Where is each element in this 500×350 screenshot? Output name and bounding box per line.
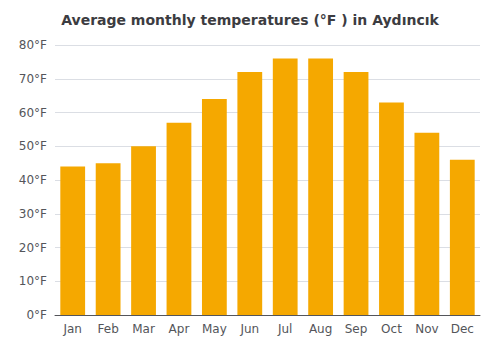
- svg-text:May: May: [202, 322, 227, 336]
- svg-text:Jan: Jan: [62, 322, 82, 336]
- svg-text:Mar: Mar: [132, 322, 155, 336]
- svg-text:60°F: 60°F: [19, 106, 47, 120]
- svg-text:Aug: Aug: [309, 322, 332, 336]
- svg-text:Apr: Apr: [169, 322, 190, 336]
- svg-text:Sep: Sep: [345, 322, 368, 336]
- svg-text:Nov: Nov: [415, 322, 438, 336]
- svg-text:Average monthly temperatures (: Average monthly temperatures (°F ) in Ay…: [61, 12, 439, 28]
- svg-text:70°F: 70°F: [19, 72, 47, 86]
- svg-text:Jul: Jul: [277, 322, 292, 336]
- svg-text:Jun: Jun: [239, 322, 259, 336]
- svg-text:20°F: 20°F: [19, 241, 47, 255]
- svg-text:Feb: Feb: [98, 322, 119, 336]
- svg-text:Dec: Dec: [451, 322, 474, 336]
- svg-text:50°F: 50°F: [19, 139, 47, 153]
- svg-text:40°F: 40°F: [19, 173, 47, 187]
- svg-text:10°F: 10°F: [19, 274, 47, 288]
- svg-text:30°F: 30°F: [19, 207, 47, 221]
- svg-text:80°F: 80°F: [19, 38, 47, 52]
- svg-text:0°F: 0°F: [26, 308, 47, 322]
- svg-text:Oct: Oct: [381, 322, 402, 336]
